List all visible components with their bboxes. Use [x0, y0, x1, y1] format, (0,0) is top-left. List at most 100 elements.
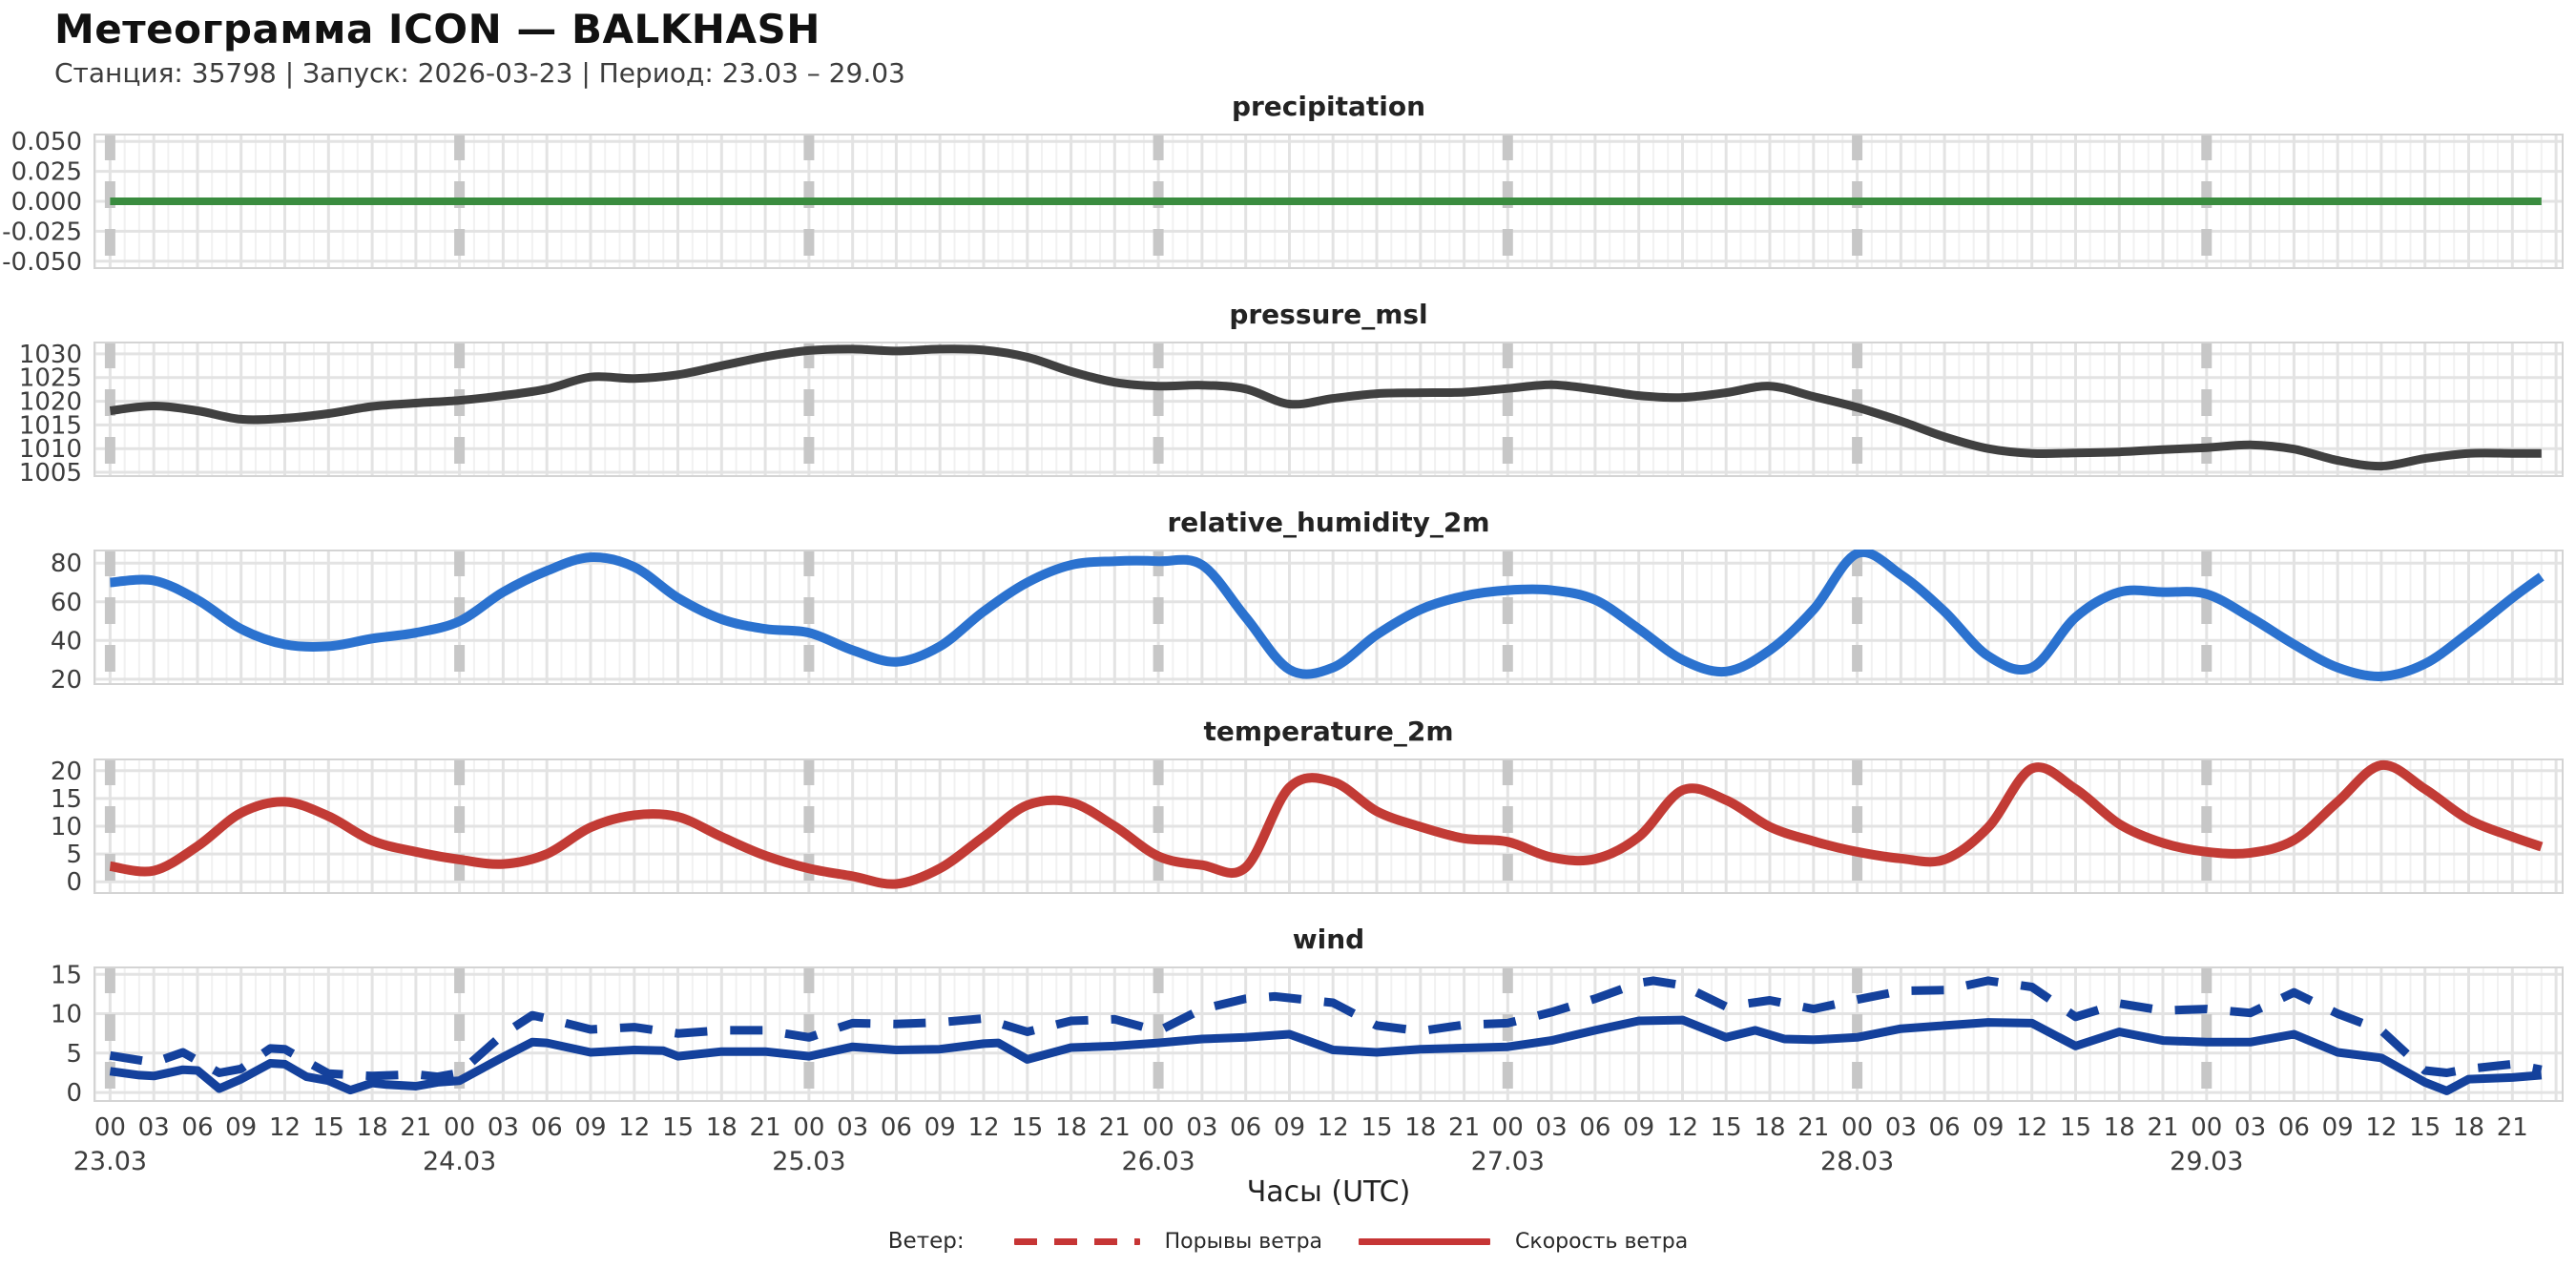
svg-text:06: 06 — [1230, 1113, 1261, 1142]
svg-text:12: 12 — [2365, 1113, 2397, 1142]
svg-text:18: 18 — [706, 1113, 737, 1142]
svg-text:18: 18 — [1404, 1113, 1436, 1142]
svg-text:20: 20 — [51, 758, 82, 786]
svg-text:06: 06 — [1579, 1113, 1610, 1142]
svg-text:09: 09 — [924, 1113, 956, 1142]
svg-text:1030: 1030 — [19, 341, 82, 369]
svg-text:00: 00 — [444, 1113, 475, 1142]
svg-text:29.03: 29.03 — [2170, 1147, 2243, 1176]
svg-text:12: 12 — [1318, 1113, 1349, 1142]
svg-text:21: 21 — [2147, 1113, 2178, 1142]
svg-text:15: 15 — [313, 1113, 344, 1142]
svg-text:06: 06 — [1929, 1113, 1961, 1142]
wind-chart: 15 10 5 0 — [51, 961, 2564, 1108]
svg-text:09: 09 — [574, 1113, 606, 1142]
svg-text:21: 21 — [400, 1113, 431, 1142]
svg-text:21: 21 — [2497, 1113, 2528, 1142]
svg-text:15: 15 — [2060, 1113, 2091, 1142]
svg-text:06: 06 — [2278, 1113, 2310, 1142]
svg-text:18: 18 — [2104, 1113, 2135, 1142]
svg-text:21: 21 — [1797, 1113, 1829, 1142]
svg-text:-0.050: -0.050 — [2, 248, 82, 277]
legend-prefix: Ветер: — [887, 1229, 965, 1254]
svg-text:5: 5 — [66, 841, 82, 869]
page-subtitle: Станция: 35798 | Запуск: 2026-03-23 | Пе… — [54, 57, 905, 89]
svg-text:21: 21 — [1448, 1113, 1480, 1142]
svg-text:09: 09 — [1623, 1113, 1654, 1142]
svg-text:1005: 1005 — [19, 459, 82, 488]
svg-text:1020: 1020 — [19, 388, 82, 417]
svg-text:5: 5 — [66, 1040, 82, 1069]
svg-text:0.000: 0.000 — [11, 188, 82, 217]
svg-text:09: 09 — [1972, 1113, 2004, 1142]
svg-text:03: 03 — [837, 1113, 868, 1142]
svg-text:24.03: 24.03 — [423, 1147, 496, 1176]
page-title: Метеограмма ICON — BALKHASH — [54, 6, 821, 52]
svg-text:20: 20 — [51, 666, 82, 695]
svg-text:27.03: 27.03 — [1471, 1147, 1545, 1176]
svg-text:12: 12 — [1667, 1113, 1698, 1142]
svg-text:00: 00 — [1143, 1113, 1174, 1142]
svg-text:15: 15 — [1011, 1113, 1043, 1142]
humidity-chart: 80 60 40 20 — [51, 550, 2564, 695]
svg-text:00: 00 — [2191, 1113, 2222, 1142]
svg-text:06: 06 — [881, 1113, 912, 1142]
panel-title-wind: wind — [1292, 924, 1365, 955]
svg-text:00: 00 — [793, 1113, 824, 1142]
svg-text:18: 18 — [1754, 1113, 1785, 1142]
speed-solid-line-swatch — [1359, 1237, 1491, 1245]
legend-item-speed: Скорость ветра — [1359, 1230, 1688, 1254]
svg-text:21: 21 — [1099, 1113, 1131, 1142]
svg-text:00: 00 — [94, 1113, 126, 1142]
svg-text:15: 15 — [51, 961, 82, 989]
panel-title-precipitation: precipitation — [1231, 91, 1426, 122]
svg-text:15: 15 — [662, 1113, 694, 1142]
svg-text:0: 0 — [66, 1079, 82, 1108]
wind-legend: Ветер: Порывы ветра Скорость ветра — [0, 1229, 2576, 1254]
svg-text:80: 80 — [51, 550, 82, 578]
svg-text:06: 06 — [181, 1113, 213, 1142]
svg-text:12: 12 — [967, 1113, 999, 1142]
panel-title-pressure: pressure_msl — [1229, 299, 1428, 330]
svg-text:15: 15 — [1361, 1113, 1392, 1142]
svg-text:03: 03 — [488, 1113, 519, 1142]
svg-text:0.025: 0.025 — [11, 158, 82, 187]
svg-text:25.03: 25.03 — [772, 1147, 845, 1176]
svg-text:15: 15 — [1711, 1113, 1742, 1142]
panel-title-humidity: relative_humidity_2m — [1167, 507, 1490, 538]
x-axis: 00 03 06 09 12 15 18 21 23.03 00 03 06 09 12 15 18 21 24.… — [73, 1113, 2528, 1176]
legend-item-gusts: Порывы ветра — [1013, 1229, 1323, 1254]
gusts-dashed-line-swatch — [1013, 1237, 1140, 1245]
svg-text:18: 18 — [2453, 1113, 2484, 1142]
svg-text:-0.025: -0.025 — [2, 218, 82, 246]
legend-label-gusts: Порывы ветра — [1164, 1229, 1323, 1254]
svg-text:0: 0 — [66, 868, 82, 897]
svg-text:10: 10 — [51, 813, 82, 841]
svg-text:12: 12 — [2016, 1113, 2047, 1142]
svg-text:00: 00 — [1492, 1113, 1524, 1142]
svg-text:60: 60 — [51, 589, 82, 617]
svg-text:03: 03 — [138, 1113, 170, 1142]
svg-text:06: 06 — [531, 1113, 563, 1142]
svg-text:21: 21 — [750, 1113, 781, 1142]
svg-text:09: 09 — [1274, 1113, 1305, 1142]
svg-text:0.050: 0.050 — [11, 128, 82, 156]
svg-text:26.03: 26.03 — [1121, 1147, 1195, 1176]
svg-text:1015: 1015 — [19, 411, 82, 440]
svg-text:1010: 1010 — [19, 435, 82, 464]
svg-text:03: 03 — [1536, 1113, 1568, 1142]
svg-text:12: 12 — [269, 1113, 301, 1142]
svg-text:00: 00 — [1841, 1113, 1873, 1142]
panel-title-temperature: temperature_2m — [1203, 716, 1454, 747]
svg-text:40: 40 — [51, 627, 82, 655]
svg-text:15: 15 — [2409, 1113, 2441, 1142]
svg-text:1025: 1025 — [19, 364, 82, 393]
svg-text:03: 03 — [2234, 1113, 2266, 1142]
svg-text:09: 09 — [225, 1113, 257, 1142]
svg-text:23.03: 23.03 — [73, 1147, 147, 1176]
svg-text:18: 18 — [1055, 1113, 1087, 1142]
